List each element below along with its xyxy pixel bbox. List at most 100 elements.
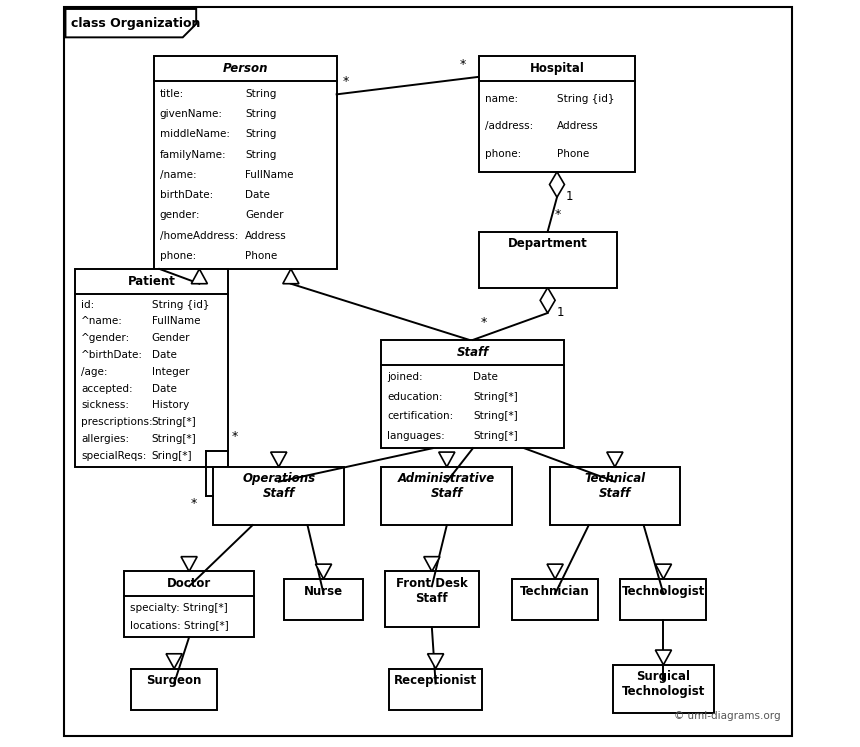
Text: Technologist: Technologist — [622, 585, 705, 598]
Text: Sring[*]: Sring[*] — [151, 451, 193, 461]
Text: middleName:: middleName: — [160, 129, 230, 139]
Text: *: * — [460, 58, 466, 71]
Text: /name:: /name: — [160, 170, 196, 180]
Polygon shape — [655, 564, 672, 579]
Text: String: String — [245, 89, 277, 99]
Text: Doctor: Doctor — [167, 577, 212, 590]
Text: name:: name: — [484, 93, 518, 104]
Text: Integer: Integer — [151, 367, 189, 376]
Text: Department: Department — [507, 238, 587, 250]
Text: Date: Date — [151, 384, 176, 394]
Text: Surgical
Technologist: Surgical Technologist — [622, 670, 705, 698]
Text: /age:: /age: — [81, 367, 108, 376]
Polygon shape — [181, 557, 197, 571]
Text: specialReqs:: specialReqs: — [81, 451, 146, 461]
Text: locations: String[*]: locations: String[*] — [130, 621, 229, 630]
Text: String[*]: String[*] — [151, 434, 196, 444]
Text: birthDate:: birthDate: — [160, 190, 212, 200]
Text: Date: Date — [473, 372, 498, 382]
Text: sickness:: sickness: — [81, 400, 129, 410]
Text: String {id}: String {id} — [151, 300, 209, 309]
Polygon shape — [607, 452, 623, 467]
Text: FullName: FullName — [151, 316, 200, 326]
Polygon shape — [427, 654, 444, 669]
Text: Technical
Staff: Technical Staff — [584, 472, 646, 500]
Text: 1: 1 — [566, 190, 574, 203]
Polygon shape — [316, 564, 332, 579]
Text: ^birthDate:: ^birthDate: — [81, 350, 143, 360]
Bar — [550, 467, 680, 525]
Text: String[*]: String[*] — [151, 418, 196, 427]
Text: Patient: Patient — [128, 275, 175, 288]
Bar — [382, 467, 513, 525]
Polygon shape — [65, 9, 196, 37]
Text: Date: Date — [245, 190, 270, 200]
Text: *: * — [481, 317, 487, 329]
Text: gender:: gender: — [160, 211, 200, 220]
Polygon shape — [166, 654, 182, 669]
Text: FullName: FullName — [245, 170, 293, 180]
Polygon shape — [271, 452, 286, 467]
Text: Technician: Technician — [520, 585, 590, 598]
Text: Phone: Phone — [245, 251, 278, 261]
Polygon shape — [550, 172, 564, 197]
Polygon shape — [439, 452, 455, 467]
Bar — [478, 232, 617, 288]
Text: History: History — [151, 400, 189, 410]
Text: accepted:: accepted: — [81, 384, 132, 394]
Text: joined:: joined: — [387, 372, 423, 382]
Bar — [285, 579, 363, 620]
Text: Operations
Staff: Operations Staff — [243, 472, 316, 500]
Text: Date: Date — [151, 350, 176, 360]
Bar — [124, 571, 255, 637]
Text: Person: Person — [223, 62, 267, 75]
Text: String {id}: String {id} — [557, 93, 615, 104]
Text: © uml-diagrams.org: © uml-diagrams.org — [674, 711, 781, 721]
Bar — [613, 665, 714, 713]
Bar — [478, 56, 636, 172]
Text: specialty: String[*]: specialty: String[*] — [130, 603, 227, 613]
Text: /address:: /address: — [484, 121, 533, 131]
Text: ^name:: ^name: — [81, 316, 123, 326]
Polygon shape — [540, 288, 555, 313]
Text: *: * — [342, 75, 349, 88]
Polygon shape — [424, 557, 440, 571]
Bar — [620, 579, 706, 620]
Text: String: String — [245, 109, 277, 119]
Text: String: String — [245, 149, 277, 160]
Text: phone:: phone: — [160, 251, 196, 261]
Text: class Organization: class Organization — [71, 16, 201, 30]
Text: Front Desk
Staff: Front Desk Staff — [396, 577, 468, 605]
Text: String[*]: String[*] — [473, 411, 518, 421]
Text: Phone: Phone — [557, 149, 589, 159]
Bar — [389, 669, 482, 710]
Text: *: * — [191, 498, 197, 510]
Bar — [75, 269, 228, 467]
Text: familyName:: familyName: — [160, 149, 226, 160]
Bar — [385, 571, 478, 627]
Text: Staff: Staff — [457, 346, 489, 359]
Text: languages:: languages: — [387, 430, 445, 441]
Polygon shape — [547, 564, 563, 579]
Polygon shape — [283, 269, 299, 284]
Text: Gender: Gender — [245, 211, 284, 220]
Text: /homeAddress:: /homeAddress: — [160, 231, 238, 241]
Text: String[*]: String[*] — [473, 430, 518, 441]
Text: 1: 1 — [556, 306, 564, 319]
Bar — [213, 467, 344, 525]
Bar — [513, 579, 598, 620]
Text: String[*]: String[*] — [473, 391, 518, 402]
Text: title:: title: — [160, 89, 184, 99]
Text: Nurse: Nurse — [304, 585, 343, 598]
Bar — [382, 340, 564, 448]
Text: Address: Address — [245, 231, 287, 241]
Text: String: String — [245, 129, 277, 139]
Text: Address: Address — [557, 121, 599, 131]
Text: Gender: Gender — [151, 333, 190, 343]
Text: id:: id: — [81, 300, 95, 309]
Polygon shape — [655, 650, 672, 665]
Bar — [154, 56, 336, 269]
Text: certification:: certification: — [387, 411, 454, 421]
Text: *: * — [555, 208, 562, 221]
Text: Administrative
Staff: Administrative Staff — [398, 472, 495, 500]
